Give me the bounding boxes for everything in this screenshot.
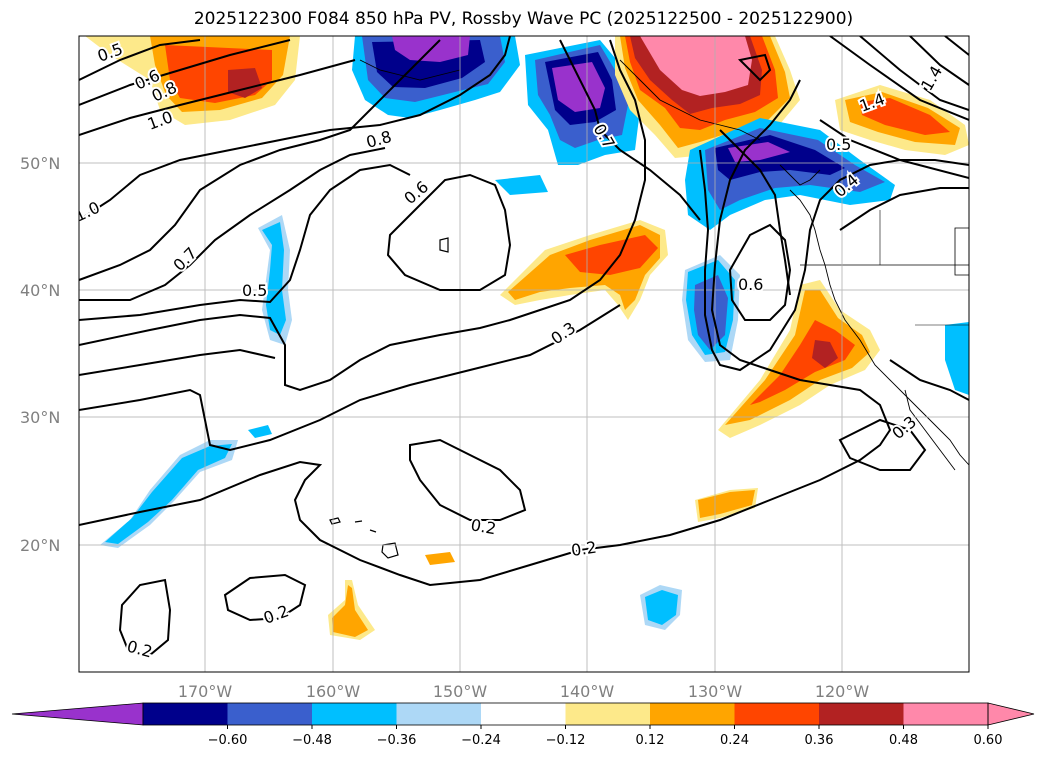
colorbar-segment	[143, 703, 228, 725]
colorbar-segment	[481, 703, 566, 725]
colorbar-segment	[312, 703, 397, 725]
map-border	[78, 35, 970, 673]
lon-label-130w: 130°W	[688, 682, 743, 701]
contour-label: 0.5	[826, 135, 851, 154]
gridlines	[79, 36, 969, 672]
map-title: 2025122300 F084 850 hPa PV, Rossby Wave …	[193, 9, 854, 29]
colorbar-segment	[650, 703, 735, 725]
colorbar-segment	[565, 703, 651, 725]
colorbar-tick-label: 0.36	[805, 733, 834, 748]
contour-label: 0.6	[738, 275, 763, 294]
pv-contours	[79, 36, 969, 657]
longitude-labels: 170°W 160°W 150°W 140°W 130°W 120°W	[178, 682, 870, 701]
colorbar-extend-low	[11, 702, 144, 726]
lat-label-50n: 50°N	[20, 154, 60, 173]
contour-label: 0.5	[242, 281, 267, 300]
lon-label-160w: 160°W	[306, 682, 361, 701]
colorbar-tick-label: 0.24	[720, 733, 749, 748]
contour-label: 0.2	[570, 538, 598, 560]
lon-label-120w: 120°W	[815, 682, 870, 701]
lon-label-170w: 170°W	[178, 682, 233, 701]
colorbar-tick-label: −0.24	[461, 733, 501, 748]
colorbar: −0.60 −0.48 −0.36 −0.24 −0.12 0.12 0.24 0.36 0.4…	[11, 702, 1035, 748]
hawaii-islands	[329, 237, 449, 559]
lon-label-150w: 150°W	[433, 682, 488, 701]
colorbar-tick-label: −0.48	[292, 733, 332, 748]
colorbar-segment	[819, 703, 904, 725]
colorbar-tick-label: 0.48	[889, 733, 918, 748]
latitude-labels: 50°N 40°N 30°N 20°N	[20, 154, 60, 555]
lon-label-140w: 140°W	[560, 682, 615, 701]
colorbar-tick-label: −0.60	[208, 733, 248, 748]
colorbar-extend-high	[987, 702, 1035, 726]
colorbar-tick-label: −0.12	[546, 733, 586, 748]
lat-label-40n: 40°N	[20, 281, 60, 300]
colorbar-segment	[734, 703, 820, 725]
lat-label-20n: 20°N	[20, 536, 60, 555]
colorbar-tick-label: 0.12	[636, 733, 665, 748]
colorbar-segment	[903, 703, 989, 725]
colorbar-tick-label: −0.36	[377, 733, 417, 748]
colorbar-segment	[396, 703, 482, 725]
shaded-fields	[85, 36, 969, 640]
coastlines	[359, 59, 969, 471]
colorbar-segment	[227, 703, 313, 725]
colorbar-tick-label: 0.60	[974, 733, 1003, 748]
lat-label-30n: 30°N	[20, 408, 60, 427]
